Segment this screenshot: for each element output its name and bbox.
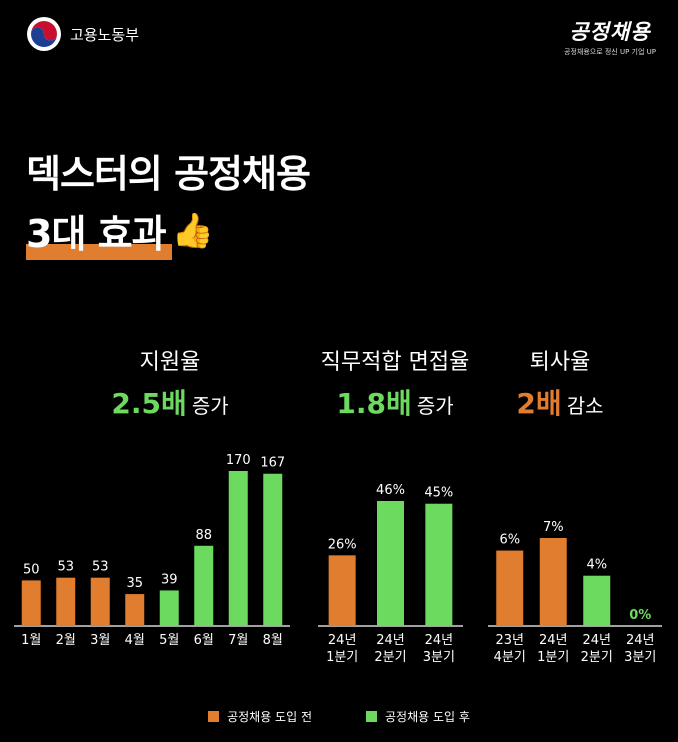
brand-tagline: 공정채용으로 정신 UP 기업 UP — [564, 48, 656, 56]
bar — [194, 545, 214, 626]
bar-value-label: 35 — [126, 576, 143, 591]
bar — [228, 471, 248, 626]
stat-label: 직무적합 면접율 — [320, 350, 470, 375]
brand-title: 공정채용 — [569, 20, 651, 44]
bar — [377, 501, 404, 626]
legend-label-after: 공정채용 도입 후 — [385, 710, 470, 724]
headline-line2: 3대 효과 — [26, 203, 172, 260]
bar-value-label: 0% — [629, 608, 651, 623]
legend-swatch-before — [208, 711, 220, 722]
x-tick-label: 2월 — [56, 633, 76, 648]
bar-value-label: 6% — [499, 533, 520, 548]
bar — [159, 590, 179, 626]
stat-application-rate: 지원율 2.5배 증가 — [70, 344, 270, 422]
legend-item-after: 공정채용 도입 후 — [366, 708, 470, 725]
bar — [21, 580, 41, 626]
ministry-name: 고용노동부 — [70, 25, 140, 44]
x-tick-label: 2분기 — [374, 650, 406, 665]
headline-line1: 덱스터의 공정채용 — [26, 152, 311, 196]
legend-swatch-after — [366, 711, 377, 722]
bar-value-label: 53 — [57, 560, 74, 575]
bar — [328, 555, 356, 626]
x-tick-label: 8월 — [263, 633, 283, 648]
stat-interview-rate: 직무적합 면접율 1.8배 증가 — [295, 344, 495, 422]
stat-label: 지원율 — [139, 350, 201, 375]
x-tick-label: 4월 — [125, 633, 145, 648]
legend: 공정채용 도입 전 공정채용 도입 후 — [0, 708, 678, 725]
stat-resignation-rate: 퇴사율 2배 감소 — [475, 344, 645, 422]
stat-change: 증가 — [191, 394, 229, 418]
x-tick-label: 6월 — [194, 633, 214, 648]
bar — [496, 550, 524, 626]
bar-charts: 50 1월 53 2월 53 3월 35 4월 39 5월 88 6월 170 7월 167 8월 26% 24년… — [14, 453, 662, 665]
ministry-header: 고용노동부 — [26, 16, 139, 52]
legend-item-before: 공정채용 도입 전 — [208, 708, 312, 725]
x-tick-label: 1월 — [21, 633, 41, 648]
x-tick-label: 1분기 — [326, 650, 358, 665]
headline-line2-text: 3대 효과 — [26, 212, 167, 256]
stat-change: 증가 — [416, 394, 454, 418]
x-tick-label: 24년 — [582, 633, 611, 648]
stat-label: 퇴사율 — [529, 350, 591, 375]
x-tick-label: 24년 — [539, 633, 568, 648]
bar-value-label: 167 — [260, 456, 285, 471]
stat-value: 2배 — [516, 387, 562, 420]
bar — [425, 503, 453, 626]
brand-logo: 공정채용 공정채용으로 정신 UP 기업 UP — [564, 16, 656, 57]
stat-change: 감소 — [566, 394, 604, 418]
x-tick-label: 3월 — [90, 633, 110, 648]
x-tick-label: 24년 — [376, 633, 405, 648]
stat-value: 1.8배 — [336, 387, 412, 420]
bar — [263, 473, 283, 626]
bar — [583, 575, 611, 626]
bar-value-label: 50 — [23, 562, 40, 577]
bar-value-label: 88 — [195, 528, 212, 543]
legend-label-before: 공정채용 도입 전 — [227, 710, 312, 724]
x-tick-label: 23년 — [495, 633, 524, 648]
bar-value-label: 7% — [543, 520, 564, 535]
x-tick-label: 3분기 — [624, 650, 656, 665]
x-tick-label: 24년 — [425, 633, 454, 648]
x-tick-label: 2분기 — [581, 650, 613, 665]
bar-value-label: 4% — [586, 558, 607, 573]
x-tick-label: 5월 — [159, 633, 179, 648]
x-tick-label: 3분기 — [423, 650, 455, 665]
bar-value-label: 170 — [226, 453, 251, 468]
bar-value-label: 45% — [424, 486, 453, 501]
headline-line2-wrap: 3대 효과 👍 — [26, 203, 214, 260]
bar — [539, 538, 567, 626]
bar-value-label: 39 — [161, 572, 178, 587]
x-tick-label: 7월 — [228, 633, 248, 648]
ministry-emblem-icon — [27, 17, 61, 51]
bar-value-label: 53 — [92, 560, 109, 575]
x-tick-label: 24년 — [328, 633, 357, 648]
bar — [125, 594, 145, 626]
x-tick-label: 4분기 — [494, 650, 526, 665]
bar-value-label: 46% — [376, 483, 405, 498]
bar — [90, 577, 110, 626]
stat-value: 2.5배 — [111, 387, 187, 420]
thumbs-up-icon: 👍 — [171, 210, 214, 251]
x-tick-label: 24년 — [626, 633, 655, 648]
bar-value-label: 26% — [328, 537, 357, 552]
bar — [56, 577, 76, 626]
x-tick-label: 1분기 — [537, 650, 569, 665]
